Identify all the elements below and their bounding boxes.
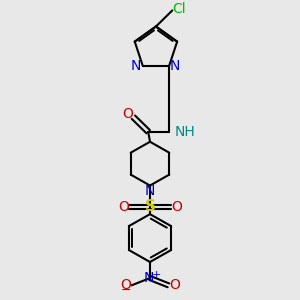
Text: −: − (120, 284, 131, 297)
Text: O: O (123, 107, 134, 121)
Text: O: O (171, 200, 182, 214)
Text: O: O (118, 200, 129, 214)
Text: N: N (170, 58, 180, 73)
Text: S: S (145, 199, 155, 214)
Text: O: O (169, 278, 180, 292)
Text: Cl: Cl (172, 2, 186, 16)
Text: N: N (131, 58, 142, 73)
Text: NH: NH (175, 125, 196, 139)
Text: +: + (152, 270, 161, 280)
Text: N: N (143, 271, 154, 285)
Text: N: N (145, 184, 155, 198)
Text: O: O (120, 278, 131, 292)
